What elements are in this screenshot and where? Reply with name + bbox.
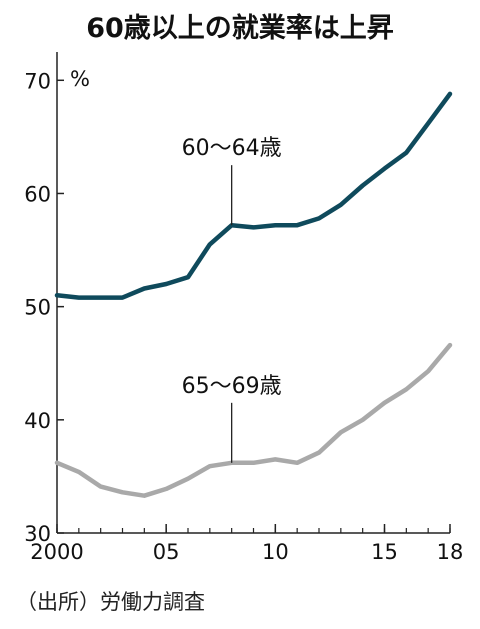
- y-tick-label: 60: [24, 182, 51, 206]
- x-tick-label: 15: [371, 540, 398, 564]
- chart-title: 60歳以上の就業率は上昇: [86, 13, 394, 44]
- y-tick-label: 40: [24, 409, 51, 433]
- series-line-1: [54, 342, 453, 498]
- y-unit-label: %: [70, 67, 90, 91]
- series-line-0: [54, 91, 453, 300]
- x-tick-label: 2000: [30, 540, 83, 564]
- annotation-label: 60〜64歳: [182, 136, 282, 161]
- line-chart: 30 40 50 60 70 2000 05 10 15 18 60〜64歳 65〜69歳 %: [24, 52, 463, 564]
- annotation-label: 65〜69歳: [182, 374, 282, 399]
- x-tick-label: 05: [153, 540, 180, 564]
- chart-series: [54, 91, 453, 498]
- source-note: （出所）労働力調査: [16, 590, 205, 614]
- chart-axes: 30 40 50 60 70 2000 05 10 15 18: [24, 52, 463, 564]
- x-tick-label: 10: [262, 540, 289, 564]
- chart-annotations: 60〜64歳 65〜69歳: [182, 136, 282, 463]
- y-tick-label: 50: [24, 296, 51, 320]
- x-tick-label: 18: [437, 540, 464, 564]
- y-tick-label: 30: [24, 522, 51, 546]
- y-tick-label: 70: [24, 69, 51, 93]
